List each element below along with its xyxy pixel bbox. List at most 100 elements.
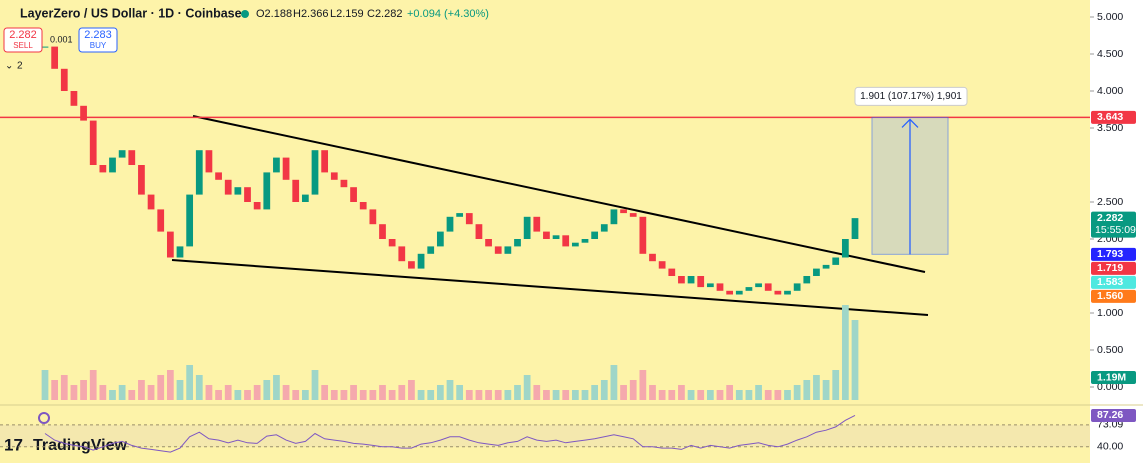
volume-bar [514,385,521,400]
volume-bar [649,385,656,400]
volume-bar [321,385,329,400]
volume-bar [273,375,280,400]
volume-bar [552,390,560,400]
volume-bar [610,365,618,400]
volume-bar [408,380,415,400]
candle [51,46,59,69]
candle [706,283,714,288]
volume-bar [639,370,647,400]
candle [504,246,512,254]
indicator-count[interactable]: 2 [17,61,23,72]
collapse-icon[interactable]: ⌄ [5,61,13,72]
volume-bar [398,385,406,400]
candle [851,218,859,239]
candle [166,231,174,258]
candle [813,268,820,276]
candle [292,179,300,202]
candle [253,202,261,210]
candle [784,290,791,295]
candle [735,290,743,295]
trendline-lower [171,259,929,316]
volume-bar [359,390,367,400]
candle [215,172,222,180]
volume-bar [186,365,194,400]
trendline-upper [192,115,926,273]
price-tag [1091,110,1136,124]
candle [687,276,695,284]
rsi-tick-label: 40.00 [1097,441,1123,453]
candle [745,287,753,291]
buy-price: 2.283 [84,29,112,41]
price-tag [1091,289,1136,303]
volume-bar [253,385,261,400]
ohlc-high: H2.366 [293,8,328,20]
candle [311,150,319,195]
volume-bar [581,390,589,400]
volume-bar [446,380,454,400]
volume-bar [832,370,840,400]
price-tag-time: 15:55:09 [1095,224,1136,236]
volume-bar [562,390,570,400]
price-tag [1091,275,1136,289]
buy-button[interactable] [78,27,118,53]
candle [485,239,492,247]
volume-bar [330,390,338,400]
volume-bar [764,390,772,400]
candle [475,224,483,239]
volume-tag [1091,371,1136,384]
measure-label-box [854,86,968,106]
candle [398,246,406,262]
volume-bar [166,370,174,400]
candle [764,283,772,291]
volume-bar [504,390,512,400]
candle [157,209,165,232]
buy-label: BUY [90,41,107,50]
candle [388,239,396,247]
candle [41,46,49,48]
volume-bar [600,380,608,400]
candle [244,187,251,202]
y-tick-label: 5.000 [1097,11,1123,23]
candle [658,261,666,269]
candle [147,194,155,210]
candle [301,194,309,202]
sell-button[interactable] [3,27,43,53]
volume-bar [620,385,627,400]
candle [427,246,435,254]
symbol: LayerZero / US Dollar · 1D · Coinbase [20,6,242,20]
candle [755,283,762,288]
volume-bar [774,390,782,400]
volume-bar [591,385,599,400]
volume-bar [803,380,811,400]
volume-bar [755,385,762,400]
volume-bar [658,390,666,400]
price-tag [1091,211,1136,238]
candle [610,209,618,225]
volume-bar [118,385,126,400]
price-tag [1091,247,1136,261]
candle [118,150,126,158]
price-tag-label: 1.560 [1097,290,1123,302]
volume-bar [436,385,444,400]
volume-bar [176,380,184,400]
candle [436,231,444,247]
volume-bar [735,390,743,400]
volume-bar [60,375,68,400]
candle [359,202,367,210]
candle [321,150,329,173]
volume-bar [417,390,425,400]
candle [726,290,734,295]
volume-bar [668,390,676,400]
volume-bar [388,390,396,400]
volume-bar [41,370,49,400]
volume-bar [475,390,483,400]
candle [340,179,348,188]
candle [543,231,550,239]
status-dot [241,10,249,18]
rsi-icon [38,412,50,424]
volume-bar [195,375,203,400]
volume-bar [215,390,222,400]
candle [282,157,290,180]
volume-bar [523,375,531,400]
